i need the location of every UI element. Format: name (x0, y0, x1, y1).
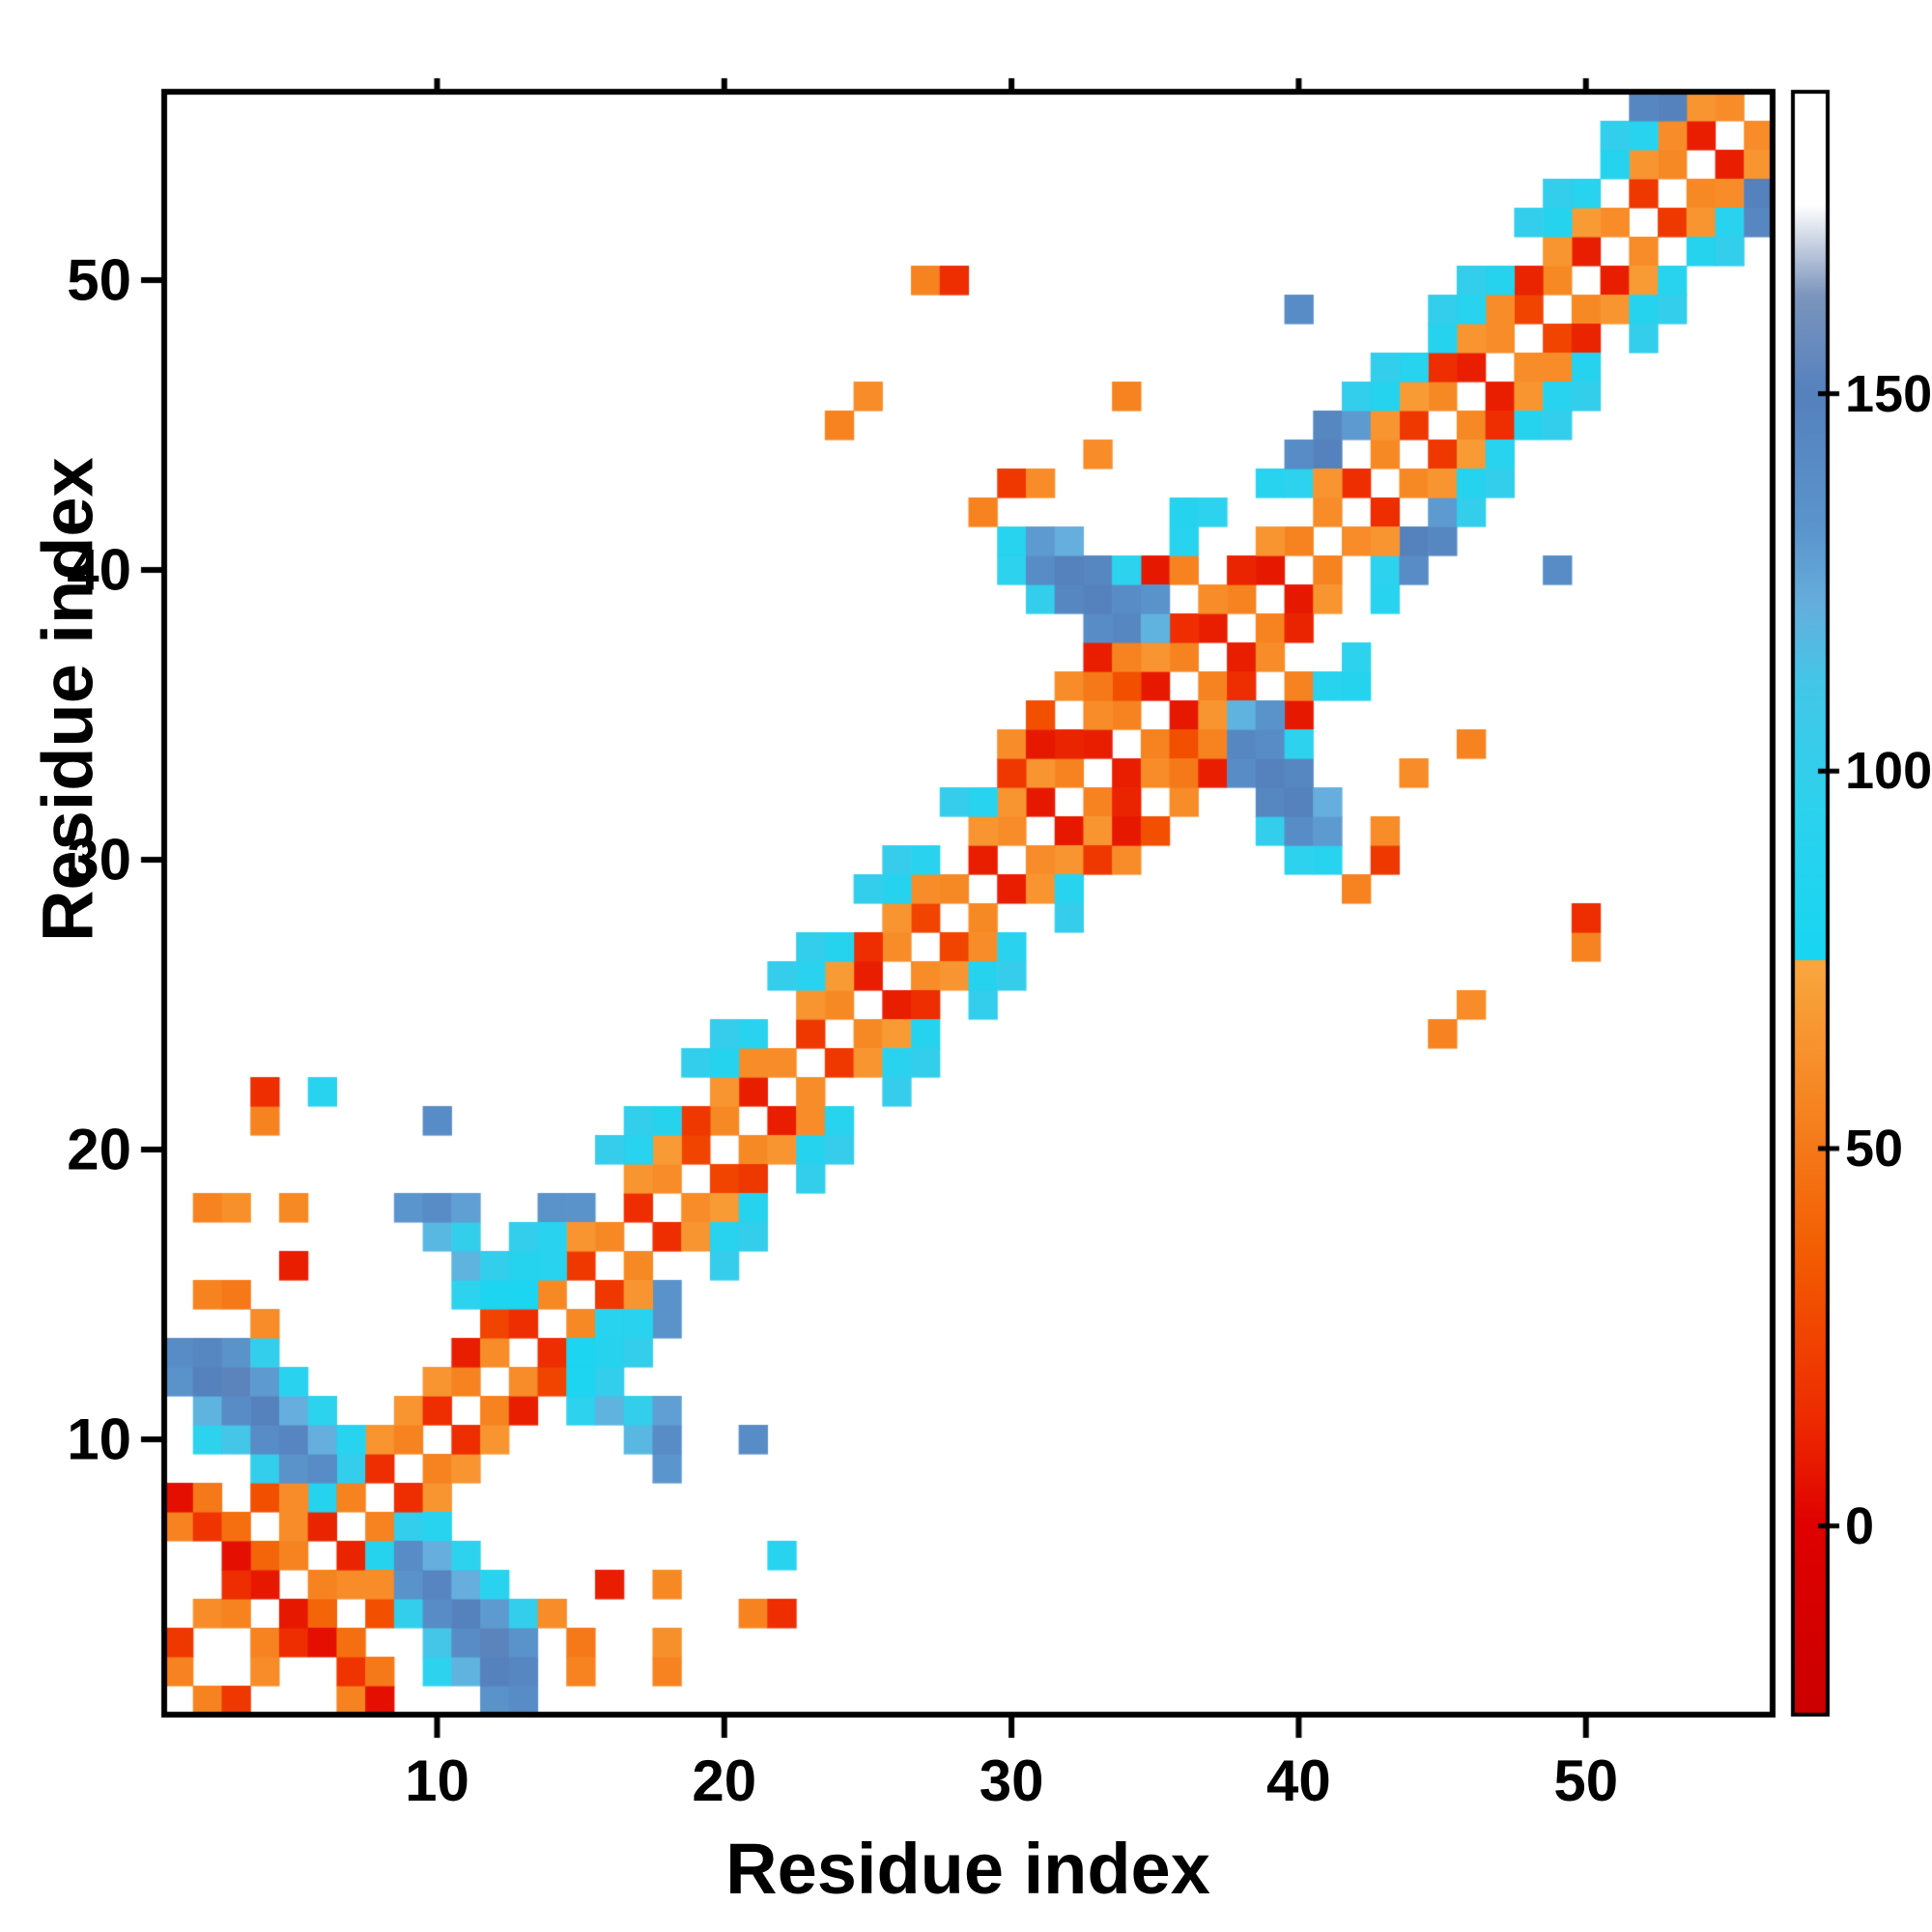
x-tick-label: 20 (692, 1748, 757, 1813)
y-tick-label: 20 (67, 1117, 131, 1182)
x-tick-label: 10 (405, 1748, 469, 1813)
colorbar-tick-label: 0 (1845, 1496, 1875, 1555)
y-tick-label: 50 (67, 247, 131, 313)
y-tick-label: 40 (67, 537, 131, 603)
x-tick-label: 40 (1266, 1748, 1331, 1813)
y-tick-label: 10 (67, 1406, 131, 1472)
x-tick-label: 50 (1553, 1748, 1619, 1813)
y-tick-label: 30 (67, 827, 131, 893)
x-axis-label: Residue index (725, 1829, 1210, 1909)
colorbar-tick-label: 50 (1845, 1119, 1904, 1178)
colorbar-tick-label: 100 (1845, 742, 1932, 801)
x-tick-label: 30 (979, 1748, 1044, 1813)
colorbar-tick-label: 150 (1845, 364, 1932, 423)
